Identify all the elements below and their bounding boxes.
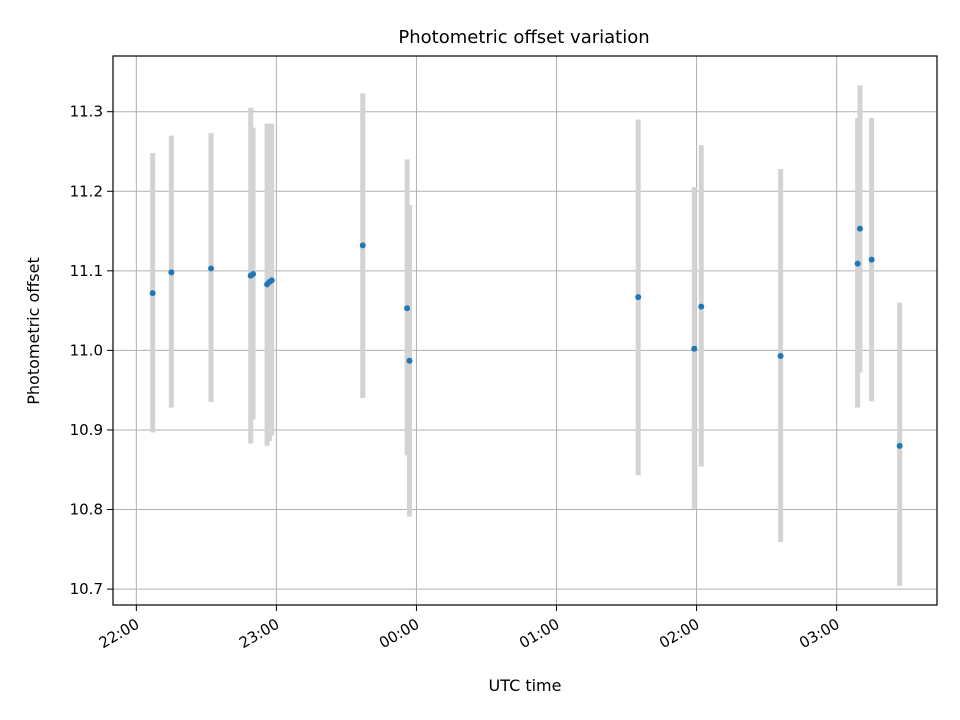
x-tick-label: 23:00 (236, 615, 282, 652)
data-points (149, 225, 903, 449)
data-point (406, 357, 413, 364)
y-tick-label: 11.3 (70, 103, 103, 121)
grid (113, 56, 937, 605)
y-tick-label: 11.0 (70, 341, 103, 359)
chart-title: Photometric offset variation (398, 27, 649, 48)
data-point (404, 305, 411, 312)
y-tick-label: 10.8 (70, 501, 103, 519)
data-point (208, 265, 215, 272)
y-tick-label: 10.7 (70, 580, 103, 598)
x-tick-label: 03:00 (796, 615, 842, 652)
x-axis-ticks: 22:00 23:00 00:00 01:00 02:00 03:00 (96, 605, 843, 652)
x-tick-label: 02:00 (656, 615, 702, 652)
data-point (868, 256, 875, 263)
data-point (691, 345, 698, 352)
data-point (268, 277, 275, 284)
data-point (635, 294, 642, 301)
data-point (359, 242, 366, 249)
data-point (856, 225, 863, 232)
data-point (168, 269, 175, 276)
x-tick-label: 22:00 (96, 615, 142, 652)
data-point (854, 260, 861, 267)
x-tick-label: 00:00 (376, 615, 422, 652)
y-axis-label: Photometric offset (24, 257, 43, 405)
error-bars (150, 85, 903, 586)
y-axis-ticks: 10.7 10.8 10.9 11.0 11.1 11.2 11.3 (70, 103, 113, 598)
y-tick-label: 11.1 (70, 262, 103, 280)
data-point (777, 352, 784, 359)
x-tick-label: 01:00 (516, 615, 562, 652)
data-point (896, 442, 903, 449)
data-point (698, 303, 705, 310)
x-axis-label: UTC time (489, 676, 562, 695)
y-tick-label: 11.2 (70, 182, 103, 200)
plot-frame (112, 55, 938, 606)
y-tick-label: 10.9 (70, 421, 103, 439)
data-point (149, 290, 156, 297)
data-point (250, 271, 257, 278)
